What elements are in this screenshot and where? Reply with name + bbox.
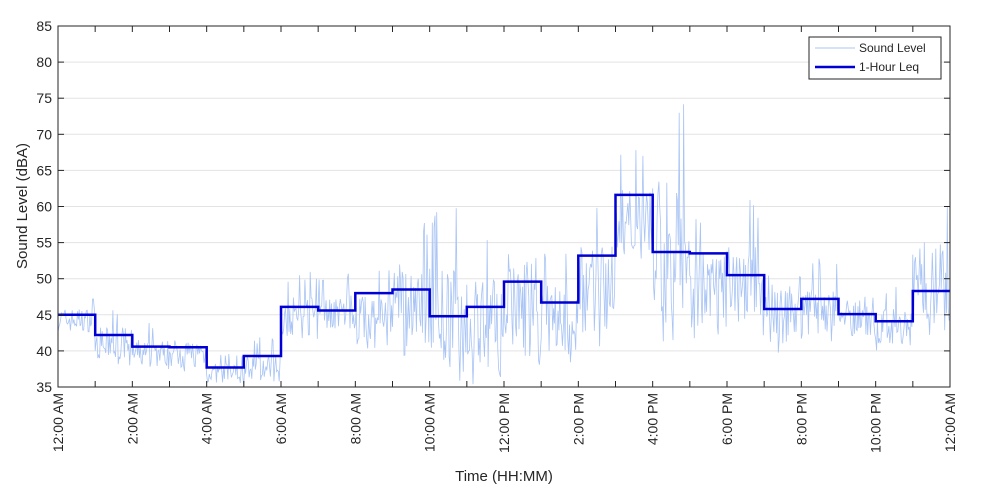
y-tick-label-80: 80: [36, 54, 52, 70]
legend-label-sound-level: Sound Level: [859, 41, 926, 55]
x-tick-label-14: 2:00 PM: [570, 393, 586, 445]
x-tick-label-20: 8:00 PM: [793, 393, 809, 445]
legend: Sound Level 1-Hour Leq: [808, 36, 942, 80]
x-tick-label-0: 12:00 AM: [50, 393, 66, 452]
y-tick-label-60: 60: [36, 199, 52, 215]
y-tick-label-70: 70: [36, 126, 52, 142]
y-tick-label-85: 85: [36, 18, 52, 34]
legend-label-leq: 1-Hour Leq: [859, 60, 919, 74]
x-tick-label-8: 8:00 AM: [347, 393, 363, 444]
x-tick-label-6: 6:00 AM: [273, 393, 289, 444]
x-tick-label-24: 12:00 AM: [942, 393, 958, 452]
x-tick-label-4: 4:00 AM: [199, 393, 215, 444]
x-tick-label-2: 2:00 AM: [124, 393, 140, 444]
y-tick-label-65: 65: [36, 162, 52, 178]
axis-ticks: 35 40 45 50 55 60 65 70 75 80 85 12:00 AM 2:00 AM 4:0…: [36, 18, 958, 453]
x-tick-label-10: 10:00 AM: [422, 393, 438, 452]
y-tick-label-55: 55: [36, 235, 52, 251]
x-tick-label-16: 4:00 PM: [645, 393, 661, 445]
x-axis-label: Time (HH:MM): [455, 468, 553, 485]
series-1-hour-leq-step-line: [58, 193, 950, 369]
y-tick-label-75: 75: [36, 90, 52, 106]
x-tick-label-12: 12:00 PM: [496, 393, 512, 453]
y-tick-label-50: 50: [36, 271, 52, 287]
x-tick-label-22: 10:00 PM: [868, 393, 884, 453]
y-tick-label-40: 40: [36, 343, 52, 359]
x-tick-label-18: 6:00 PM: [719, 393, 735, 445]
y-tick-label-35: 35: [36, 379, 52, 395]
legend-box: [808, 36, 942, 80]
series-layer: [58, 104, 950, 387]
series-sound-level-line: [58, 104, 950, 387]
y-tick-label-45: 45: [36, 307, 52, 323]
y-axis-label: Sound Level (dBA): [14, 143, 31, 269]
